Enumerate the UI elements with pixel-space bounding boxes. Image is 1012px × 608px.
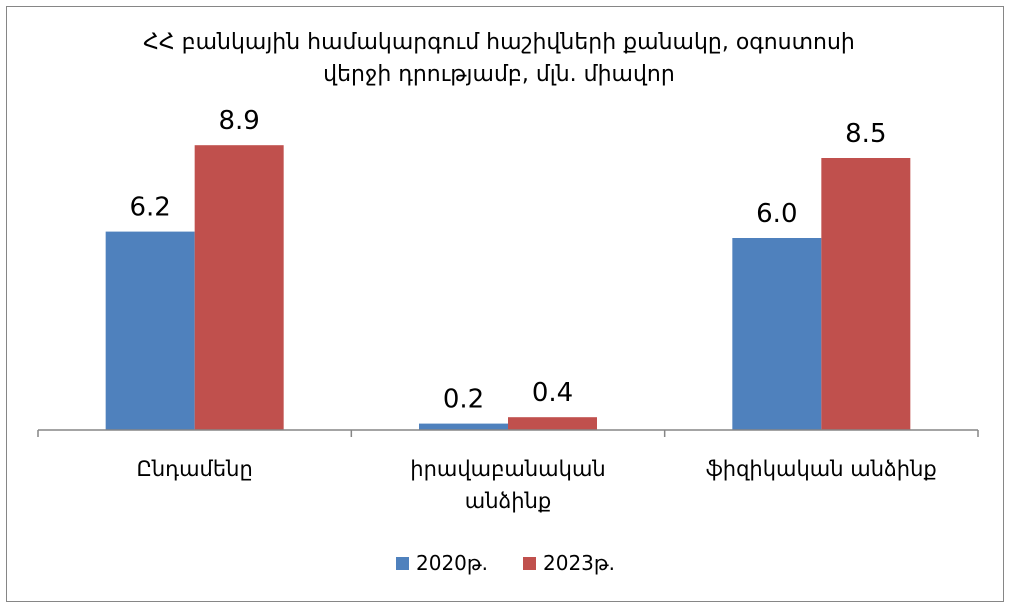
bar-series-1-category-0 <box>194 145 284 430</box>
legend-swatch-series-0 <box>396 557 409 570</box>
bar-series-0-category-0 <box>105 231 195 430</box>
data-label-series-0-category-1: 0.2 <box>443 385 484 415</box>
bar-series-0-category-2 <box>732 238 822 430</box>
bars <box>105 145 911 430</box>
x-axis <box>37 429 979 437</box>
data-label-series-1-category-0: 8.9 <box>218 106 259 136</box>
category-label: ֆիզիկական անձինք <box>706 457 937 481</box>
category-labels: Ընդամենը իրավաբանական անձինք ֆիզիկական անձի… <box>137 457 937 513</box>
legend-label-series-1: 2023թ. <box>543 551 615 575</box>
data-label-series-0-category-0: 6.2 <box>129 193 170 223</box>
data-label-series-1-category-1: 0.4 <box>532 378 573 408</box>
chart-container: ՀՀ բանկային համակարգում հաշիվների քանակը… <box>6 6 1004 602</box>
chart-title: ՀՀ բանկային համակարգում հաշիվների քանակը… <box>143 30 855 87</box>
category-label: Ընդամենը <box>137 457 253 481</box>
bar-chart: ՀՀ բանկային համակարգում հաշիվների քանակը… <box>37 30 979 575</box>
bar-series-0-category-1 <box>419 423 508 430</box>
category-label: անձինք <box>465 489 552 513</box>
category-label: իրավաբանական <box>410 457 605 481</box>
data-labels: 6.2 8.9 0.2 0.4 6.0 8.5 <box>129 106 886 414</box>
data-label-series-1-category-2: 8.5 <box>845 119 886 149</box>
chart-title-line: վերջի դրությամբ, մլն. միավոր <box>323 62 675 87</box>
data-label-series-0-category-2: 6.0 <box>756 199 797 229</box>
legend: 2020թ. 2023թ. <box>396 551 615 575</box>
chart-title-line: ՀՀ բանկային համակարգում հաշիվների քանակը… <box>143 30 855 55</box>
bar-series-1-category-2 <box>821 158 911 430</box>
bar-series-1-category-1 <box>508 417 597 430</box>
legend-swatch-series-1 <box>523 557 536 570</box>
legend-label-series-0: 2020թ. <box>416 551 488 575</box>
